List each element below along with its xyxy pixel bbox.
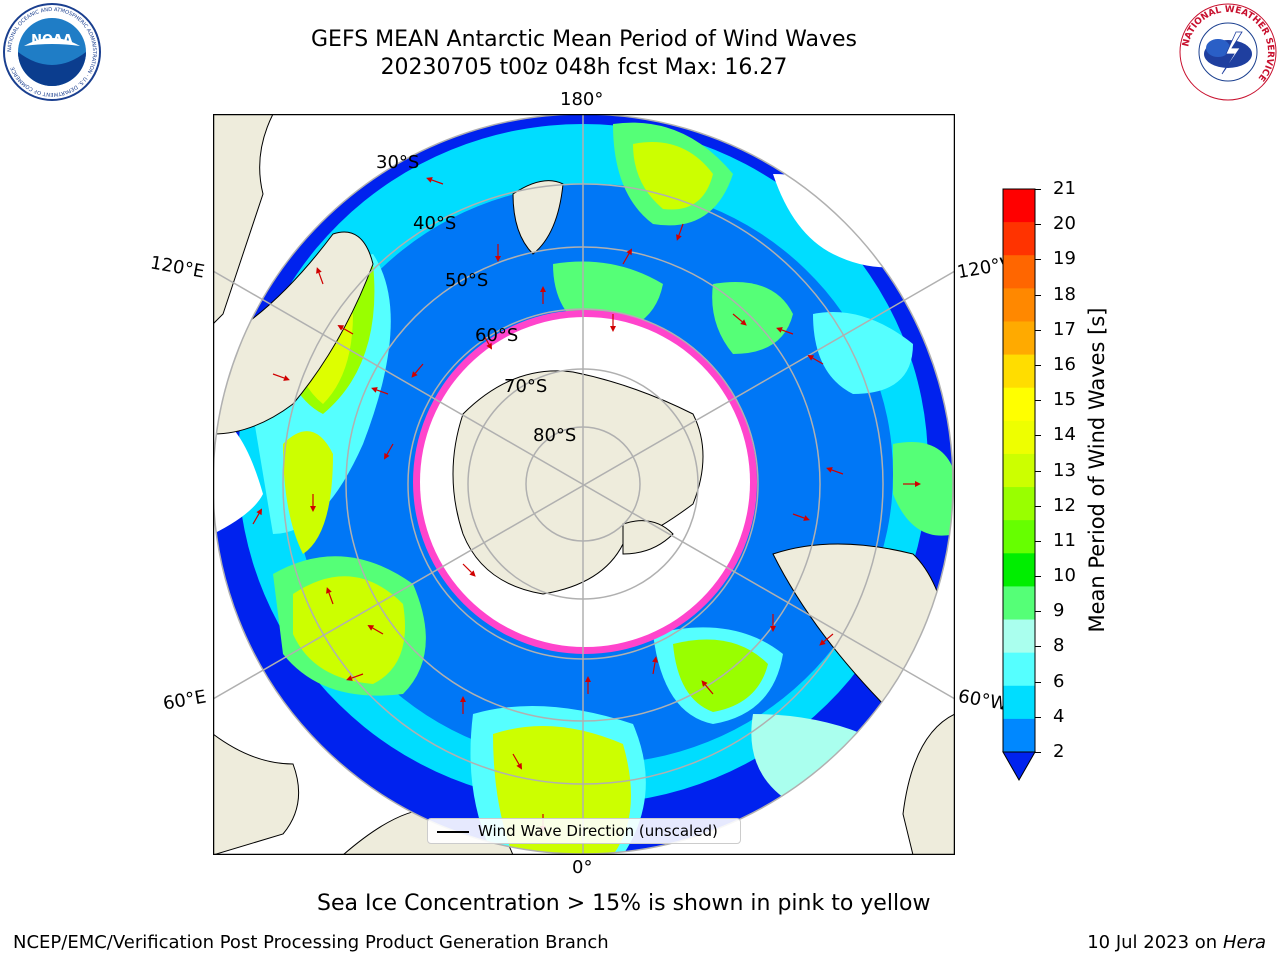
land-corner-upper-left	[213, 114, 274, 325]
colorbar-cell	[1003, 586, 1035, 621]
colorbar-tick-mark	[1035, 224, 1041, 226]
lon-label-60e: 60°E	[161, 686, 208, 715]
colorbar-cell	[1003, 718, 1035, 753]
colorbar-tick-mark	[1035, 576, 1041, 578]
land-corner-lower-right	[902, 713, 955, 855]
colorbar-tick-mark	[1035, 329, 1041, 331]
colorbar-tick-label: 4	[1053, 705, 1065, 727]
land-corner-lower-left	[213, 733, 300, 855]
colorbar-cell	[1003, 453, 1035, 488]
colorbar-tick-label: 18	[1053, 283, 1076, 305]
colorbar-cell	[1003, 652, 1035, 687]
svg-text:NOAA: NOAA	[31, 33, 73, 48]
colorbar-tick-label: 14	[1053, 424, 1076, 446]
colorbar-tick-mark	[1035, 716, 1041, 718]
footer-date-text: 10 Jul 2023 on	[1087, 932, 1223, 953]
colorbar-tick-mark	[1035, 364, 1041, 366]
sea-ice-caption: Sea Ice Concentration > 15% is shown in …	[317, 891, 931, 916]
colorbar-cell	[1003, 222, 1035, 256]
lat-label-40s: 40°S	[413, 213, 457, 234]
colorbar-tick-label: 9	[1053, 600, 1065, 622]
colorbar-cell	[1003, 354, 1035, 389]
lat-label-80s: 80°S	[533, 425, 577, 446]
colorbar-tick-label: 11	[1053, 529, 1076, 551]
map-legend: Wind Wave Direction (unscaled)	[427, 818, 741, 844]
colorbar-tick-label: 17	[1053, 318, 1076, 340]
legend-label: Wind Wave Direction (unscaled)	[478, 822, 718, 840]
colorbar-tick-label: 6	[1053, 670, 1065, 692]
colorbar-cell	[1003, 387, 1035, 422]
colorbar-tick-mark	[1035, 435, 1041, 437]
footer-host: Hera	[1222, 932, 1266, 953]
colorbar-cell	[1003, 619, 1035, 654]
land-new-zealand	[512, 180, 564, 255]
colorbar-cell	[1003, 685, 1035, 720]
colorbar-tick-mark	[1035, 681, 1041, 683]
colorbar-tick-label: 2	[1053, 741, 1065, 762]
land-australia-edge	[213, 231, 374, 435]
colorbar-tick-label: 16	[1053, 353, 1076, 375]
colorbar-cell	[1003, 420, 1035, 455]
colorbar-tick-label: 21	[1053, 178, 1076, 199]
legend-line-swatch	[437, 831, 469, 833]
nws-logo: NATIONAL WEATHER SERVICE	[1179, 3, 1277, 101]
lat-label-50s: 50°S	[445, 270, 489, 291]
footer-date: 10 Jul 2023 on Hera	[1087, 932, 1266, 953]
colorbar-tick-label: 19	[1053, 248, 1076, 270]
map-title: GEFS MEAN Antarctic Mean Period of Wind …	[311, 27, 857, 52]
lon-label-180: 180°	[560, 89, 604, 110]
colorbar-tick-mark	[1035, 540, 1041, 542]
footer-branch: NCEP/EMC/Verification Post Processing Pr…	[13, 932, 609, 953]
colorbar-tick-label: 10	[1053, 565, 1076, 587]
colorbar-tick-mark	[1035, 294, 1041, 296]
colorbar-tick-mark	[1035, 400, 1041, 402]
colorbar-tick-mark	[1035, 505, 1041, 507]
colorbar-cell	[1003, 487, 1035, 521]
colorbar-cell	[1003, 255, 1035, 289]
lon-label-0: 0°	[572, 857, 593, 878]
colorbar-cell	[1003, 553, 1035, 587]
colorbar-tick-mark	[1035, 259, 1041, 261]
map-subtitle: 20230705 t00z 048h fcst Max: 16.27	[380, 55, 788, 80]
colorbar-tick-mark	[1035, 646, 1041, 648]
colorbar-tick-label: 12	[1053, 494, 1076, 516]
lat-label-60s: 60°S	[475, 325, 519, 346]
colorbar-tick-mark	[1035, 611, 1041, 613]
colorbar-cell	[1003, 520, 1035, 554]
wind-direction-arrows	[252, 177, 921, 832]
colorbar-tick-mark	[1035, 470, 1041, 472]
colorbar-cell	[1003, 189, 1035, 223]
colorbar-label: Mean Period of Wind Waves [s]	[1085, 307, 1109, 633]
colorbar-tick-label: 20	[1053, 213, 1076, 235]
colorbar-tick-label: 15	[1053, 389, 1076, 411]
colorbar-tick-mark	[1035, 189, 1041, 190]
colorbar-cell	[1003, 288, 1035, 322]
colorbar-tick-label: 13	[1053, 459, 1076, 481]
colorbar-tick-label: 8	[1053, 635, 1065, 657]
colorbar-cell	[1003, 321, 1035, 356]
noaa-logo: NATIONAL OCEANIC AND ATMOSPHERIC ADMINIS…	[3, 3, 101, 101]
lat-label-30s: 30°S	[376, 152, 420, 173]
colorbar	[1002, 188, 1036, 782]
polar-map	[213, 114, 955, 855]
lon-label-120e: 120°E	[148, 252, 207, 283]
colorbar-tick-mark	[1035, 752, 1041, 753]
lat-label-70s: 70°S	[504, 376, 548, 397]
